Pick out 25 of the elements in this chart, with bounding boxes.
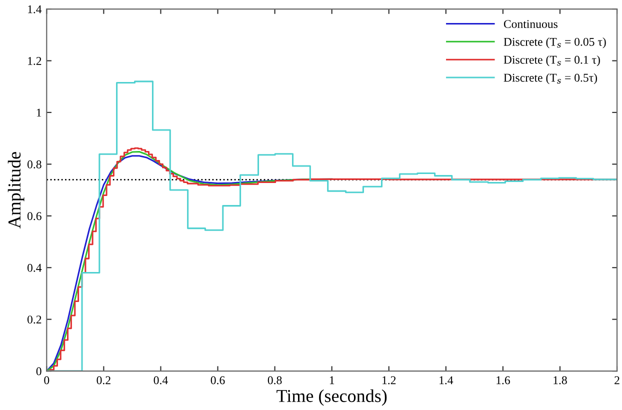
legend-label: Discrete (T$_{s}$ = 0.1 τ): [504, 55, 600, 66]
legend-label: Continuous: [504, 20, 558, 28]
y-tick-label: 0.6: [27, 212, 42, 220]
y-axis-title: Amplitude: [8, 152, 24, 228]
legend-label: Discrete (T$_{s}$ = 0.5τ): [504, 73, 598, 84]
x-axis-title: Time (seconds): [276, 389, 387, 406]
y-tick-label: 1.2: [28, 57, 42, 65]
x-tick-label: 1.6: [496, 376, 510, 384]
x-tick-label: 1.2: [382, 376, 396, 384]
y-tick-label: 1: [36, 108, 42, 117]
x-tick-label: 1.4: [440, 376, 454, 384]
x-tick-label: 0: [44, 376, 50, 384]
y-tick-label: 1.4: [28, 5, 42, 14]
y-tick-label: 0.8: [27, 160, 42, 168]
x-tick-label: 2: [614, 376, 620, 384]
x-tick-label: 0.2: [96, 376, 110, 384]
x-tick-label: 0.4: [154, 376, 168, 384]
y-tick-label: 0.2: [27, 316, 42, 324]
x-tick-label: 0.8: [268, 376, 282, 384]
x-tick-label: 0.6: [210, 376, 225, 384]
x-tick-label: 1.8: [554, 376, 567, 384]
y-tick-label: 0: [36, 367, 42, 376]
y-tick-label: 0.4: [27, 264, 42, 272]
x-tick-label: 1: [330, 376, 334, 384]
legend-label: Discrete (T$_{s}$ = 0.05 τ): [504, 38, 606, 48]
